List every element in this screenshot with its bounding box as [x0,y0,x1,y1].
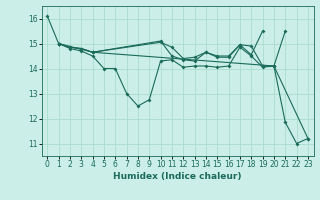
X-axis label: Humidex (Indice chaleur): Humidex (Indice chaleur) [113,172,242,181]
